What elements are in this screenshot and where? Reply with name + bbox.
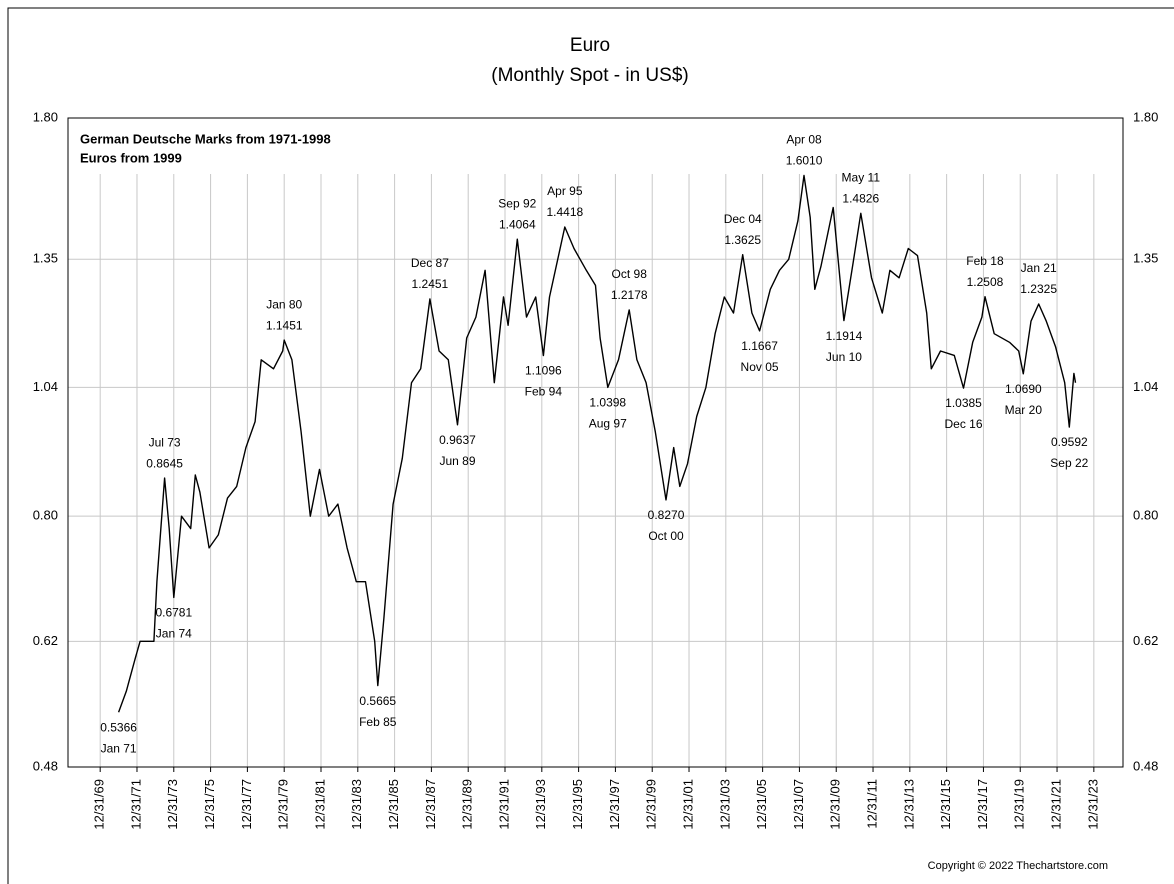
annotation-date: Dec 04: [724, 212, 762, 226]
annotation-value: 1.2508: [967, 275, 1004, 289]
x-tick-label: 12/31/83: [349, 779, 364, 830]
x-tick-label: 12/31/91: [496, 779, 511, 830]
x-tick-label: 12/31/03: [717, 779, 732, 830]
annotation-date: Sep 92: [498, 196, 536, 210]
x-tick-label: 12/31/17: [975, 779, 990, 830]
annotation-date: Feb 94: [525, 385, 563, 399]
x-tick-label: 12/31/11: [864, 779, 879, 829]
annotation-date: Jun 89: [439, 454, 475, 468]
x-tick-label: 12/31/89: [460, 779, 475, 830]
y-tick-label: 0.48: [33, 758, 58, 773]
annotation-value: 0.5665: [359, 694, 396, 708]
x-tick-label: 12/31/21: [1048, 779, 1063, 830]
annotation-date: Feb 85: [359, 715, 397, 729]
x-tick-label: 12/31/97: [607, 779, 622, 830]
annotation-value: 1.6010: [786, 154, 823, 168]
annotation-date: Feb 18: [966, 254, 1004, 268]
annotation-date: Aug 97: [589, 417, 627, 431]
x-tick-label: 12/31/01: [680, 779, 695, 830]
x-tick-label: 12/31/73: [165, 779, 180, 830]
annotation-value: 1.2325: [1020, 282, 1057, 296]
annotation-date: Nov 05: [741, 360, 779, 374]
copyright: Copyright © 2022 Thechartstore.com: [928, 860, 1108, 872]
y-tick-label: 1.35: [33, 251, 58, 266]
annotation-value: 1.1451: [266, 318, 303, 332]
x-tick-label: 12/31/87: [423, 779, 438, 830]
x-tick-label: 12/31/23: [1085, 779, 1100, 830]
annotation-date: Jun 10: [826, 350, 862, 364]
annotation-date: Jan 74: [156, 627, 192, 641]
y-tick-label: 1.80: [33, 109, 58, 124]
x-tick-label: 12/31/99: [644, 779, 659, 830]
y2-tick-label: 1.35: [1133, 251, 1158, 266]
x-tick-label: 12/31/09: [828, 779, 843, 830]
x-tick-label: 12/31/05: [754, 779, 769, 830]
annotation-value: 0.9592: [1051, 435, 1088, 449]
annotation-value: 0.8645: [146, 456, 183, 470]
annotation-value: 1.0690: [1005, 382, 1042, 396]
annotation-date: Jan 80: [266, 297, 302, 311]
frame: [7, 7, 1174, 884]
annotation-value: 1.2451: [412, 277, 449, 291]
annotation-value: 1.1096: [525, 364, 562, 378]
annotation-date: Dec 16: [945, 417, 983, 431]
x-tick-label: 12/31/15: [938, 779, 953, 830]
y2-tick-label: 1.04: [1133, 379, 1158, 394]
annotation-date: Apr 95: [547, 184, 583, 198]
x-tick-label: 12/31/93: [533, 779, 548, 830]
annotation-value: 0.9637: [439, 433, 476, 447]
y2-tick-label: 0.62: [1133, 633, 1158, 648]
x-tick-label: 12/31/77: [239, 779, 254, 830]
chart-subtitle: (Monthly Spot - in US$): [491, 65, 688, 86]
note: Euros from 1999: [80, 150, 182, 165]
price-line: [117, 174, 1077, 713]
y2-tick-label: 0.48: [1133, 758, 1158, 773]
x-tick-label: 12/31/81: [312, 779, 327, 830]
annotation-value: 0.8270: [648, 508, 685, 522]
annotation-date: Oct 98: [612, 267, 648, 281]
x-tick-label: 12/31/79: [276, 779, 291, 830]
y-tick-label: 0.80: [33, 508, 58, 523]
x-tick-label: 12/31/75: [202, 779, 217, 830]
y-tick-label: 1.04: [33, 379, 58, 394]
annotation-date: Jul 73: [149, 435, 181, 449]
x-tick-label: 12/31/69: [92, 779, 107, 830]
x-tick-label: 12/31/19: [1012, 779, 1027, 830]
note: German Deutsche Marks from 1971-1998: [80, 131, 331, 146]
x-tick-label: 12/31/95: [570, 779, 585, 830]
y2-tick-label: 0.80: [1133, 508, 1158, 523]
annotation-date: May 11: [842, 170, 881, 184]
x-tick-label: 12/31/07: [791, 779, 806, 830]
annotation-value: 1.4826: [842, 191, 879, 205]
x-tick-label: 12/31/85: [386, 779, 401, 830]
annotation-date: Sep 22: [1050, 456, 1088, 470]
y2-tick-label: 1.80: [1133, 109, 1158, 124]
annotation-value: 0.5366: [100, 720, 137, 734]
y-tick-label: 0.62: [33, 633, 58, 648]
annotation-value: 1.4064: [499, 217, 536, 231]
plot-frame: [67, 117, 1124, 768]
annotation-value: 1.1914: [826, 329, 863, 343]
annotation-value: 1.4418: [546, 205, 583, 219]
annotation-value: 1.3625: [724, 233, 761, 247]
chart-title: Euro: [570, 35, 610, 56]
x-tick-label: 12/31/71: [128, 779, 143, 830]
annotation-date: Mar 20: [1005, 403, 1043, 417]
annotation-date: Apr 08: [786, 133, 822, 147]
annotation-date: Oct 00: [648, 529, 684, 543]
annotation-value: 1.1667: [741, 339, 778, 353]
annotation-value: 1.2178: [611, 288, 648, 302]
annotation-date: Dec 87: [411, 256, 449, 270]
annotation-value: 0.6781: [155, 606, 192, 620]
annotation-value: 1.0385: [945, 396, 982, 410]
annotation-date: Jan 71: [101, 741, 137, 755]
annotation-value: 1.0398: [589, 396, 626, 410]
annotation-date: Jan 21: [1021, 261, 1057, 275]
x-tick-label: 12/31/13: [901, 779, 916, 830]
